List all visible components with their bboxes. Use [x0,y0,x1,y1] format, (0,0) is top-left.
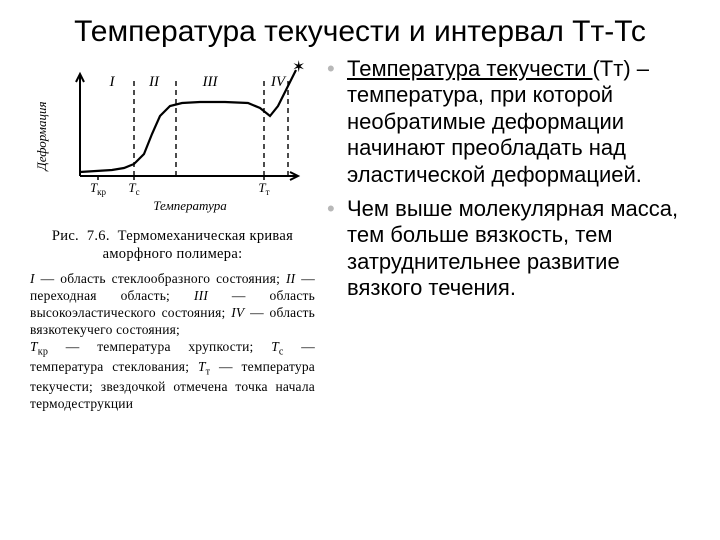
svg-text:IV: IV [270,74,287,90]
list-item: Температура текучести (Тт) – температура… [333,56,690,188]
thermomechanical-curve-chart: ✶ IIIIIIIV TкрTсTт Деформация Температур… [30,56,308,216]
left-column: ✶ IIIIIIIV TкрTсTт Деформация Температур… [30,56,315,413]
figure-caption: Рис. 7.6. Термомеханическая кривая аморф… [30,227,315,263]
defined-term: Температура текучести [347,56,592,81]
body-text-list: Температура текучести (Тт) – температура… [333,56,690,302]
svg-text:I: I [109,74,116,90]
svg-text:Tс: Tс [128,180,139,197]
figure-caption-text: Термомеханическая кривая аморфного полим… [103,228,294,262]
svg-text:III: III [202,74,219,90]
svg-text:Температура: Температура [153,198,227,213]
svg-text:✶: ✶ [292,59,305,76]
list-item: Чем выше молекулярная масса, тем больше … [333,196,690,302]
body-text: Чем выше молекулярная масса, тем больше … [347,196,678,300]
svg-text:II: II [148,74,160,90]
figure-number: Рис. 7.6. [52,228,118,244]
svg-text:Tт: Tт [258,180,269,197]
svg-text:Tкр: Tкр [90,180,107,197]
figure-legend: I — область стеклообразного состояния; I… [30,271,315,413]
svg-text:Деформация: Деформация [34,102,49,173]
page-title: Температура текучести и интервал Тт-Тс [30,14,690,50]
slide: Температура текучести и интервал Тт-Тс ✶… [0,0,720,540]
right-column: Температура текучести (Тт) – температура… [333,56,690,413]
content-columns: ✶ IIIIIIIV TкрTсTт Деформация Температур… [30,56,690,413]
